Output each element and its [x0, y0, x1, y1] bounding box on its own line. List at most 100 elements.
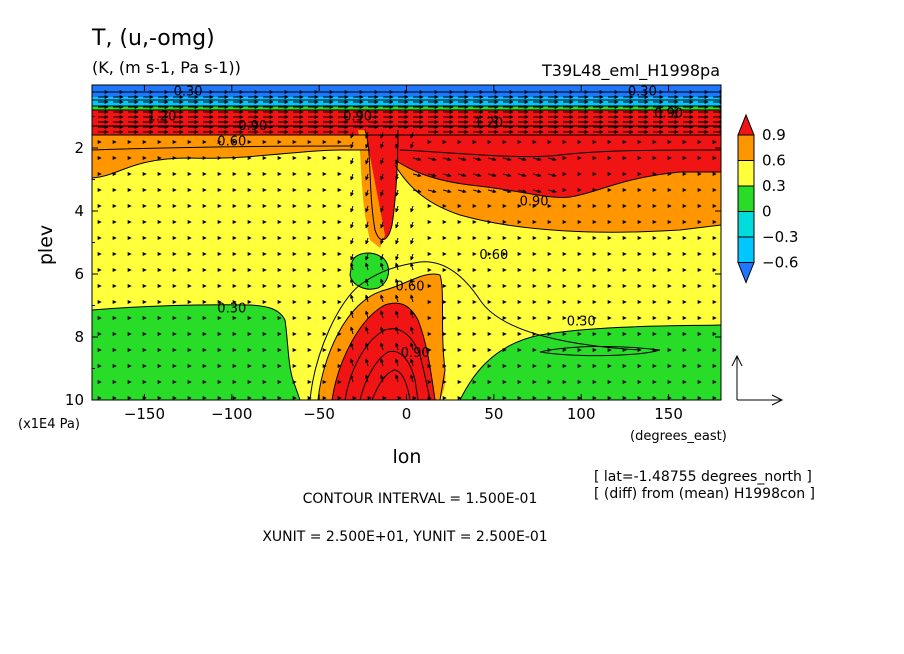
- vector-arrow: [365, 221, 369, 229]
- y-tick-label: 8: [74, 328, 84, 346]
- vector-arrow: [394, 262, 399, 271]
- contour-line: [92, 304, 301, 400]
- vector-arrow: [487, 157, 497, 162]
- vector-arrow: [409, 262, 414, 271]
- vector-arrow: [442, 157, 452, 162]
- vector-arrow: [350, 173, 354, 181]
- colorbar-label: −0.3: [762, 228, 798, 246]
- vector-arrow: [349, 374, 354, 383]
- vector-arrow: [380, 131, 384, 139]
- contour-line: [459, 324, 721, 400]
- colorbar-label: 0.9: [762, 126, 786, 144]
- vector-arrow: [364, 294, 369, 303]
- vector-arrow: [427, 189, 437, 194]
- vector-arrow: [364, 310, 369, 319]
- vector-arrow: [380, 189, 384, 197]
- reference-vector-vertical-head: [731, 354, 743, 367]
- vector-arrow: [380, 173, 384, 181]
- contour-line: [92, 145, 351, 151]
- colorbar: 0.9 0.6 0.3 0 −0.3 −0.6: [737, 113, 798, 284]
- vector-arrow: [517, 157, 527, 162]
- vector-arrow: [409, 374, 414, 383]
- vector-arrow: [457, 173, 467, 178]
- vector-arrow: [487, 173, 497, 178]
- contour-line: [539, 345, 661, 357]
- vector-arrow: [412, 173, 422, 178]
- vector-arrow: [365, 237, 369, 245]
- colorbar-segment: [737, 262, 755, 284]
- vector-arrow: [365, 253, 369, 261]
- contour-label: 0.30: [217, 302, 246, 317]
- contour-label: 0.90: [343, 110, 372, 125]
- vector-arrow: [487, 189, 497, 194]
- reference-vector: [731, 354, 784, 406]
- chart-title: T, (u,-omg): [91, 26, 215, 51]
- contour-label: 1.20: [474, 116, 503, 131]
- vector-arrow: [350, 253, 354, 261]
- fill-green-lower-left: [92, 304, 300, 400]
- vector-arrow: [380, 221, 384, 229]
- vector-arrow: [472, 189, 482, 194]
- vector-arrow: [394, 374, 399, 383]
- vector-arrow: [379, 358, 384, 367]
- vector-arrow: [365, 173, 369, 181]
- vector-arrow: [350, 221, 354, 229]
- x-tick-label: −50: [303, 405, 335, 423]
- vector-arrow: [350, 141, 354, 149]
- vector-arrow: [350, 131, 354, 139]
- y-axis-label: plev: [35, 225, 57, 265]
- vector-arrow: [395, 237, 399, 245]
- vector-arrow: [349, 310, 354, 319]
- vector-arrow: [364, 326, 369, 335]
- contour-label: 0.90: [654, 106, 683, 121]
- vector-arrow: [547, 157, 557, 162]
- vector-arrow: [365, 205, 369, 213]
- x-tick-label: 0: [402, 405, 412, 423]
- contour-label: 0.90: [520, 195, 549, 210]
- vector-arrow: [365, 141, 369, 149]
- x-axis-units: (degrees_east): [630, 429, 727, 444]
- fill-red-lower-plume: [332, 303, 435, 400]
- vector-arrow: [349, 326, 354, 335]
- vector-arrow: [409, 294, 414, 303]
- contour-interval: CONTOUR INTERVAL = 1.500E-01: [303, 491, 538, 507]
- vector-arrow: [410, 141, 414, 149]
- vector-arrow: [472, 157, 482, 162]
- vector-arrow: [395, 131, 399, 139]
- colorbar-segment: [737, 113, 755, 136]
- vector-arrow: [395, 157, 399, 165]
- contour-line: [394, 159, 721, 199]
- vector-arrow: [349, 278, 354, 287]
- colorbar-label: 0.3: [762, 177, 786, 195]
- vector-arrow: [547, 173, 557, 178]
- vector-arrow: [380, 237, 384, 245]
- vector-arrow: [364, 342, 369, 351]
- contour-label: 1.20: [147, 110, 176, 125]
- y-axis-units: (x1E4 Pa): [18, 417, 80, 432]
- vector-arrow: [409, 326, 414, 335]
- contour-line: [331, 302, 436, 400]
- x-tick-label: 150: [654, 405, 683, 423]
- colorbar-segment: [737, 236, 755, 263]
- vector-arrow: [379, 294, 384, 303]
- vector-arrow: [350, 205, 354, 213]
- vector-arrow: [547, 189, 557, 194]
- vector-arrow: [395, 205, 399, 213]
- vector-arrow: [395, 221, 399, 229]
- vector-arrow: [394, 310, 399, 319]
- vector-arrow: [349, 358, 354, 367]
- colorbar-label: 0: [762, 203, 772, 221]
- vector-arrow: [410, 221, 414, 229]
- vector-arrow: [364, 262, 369, 271]
- vector-arrow: [394, 278, 399, 287]
- vector-arrow: [532, 173, 542, 178]
- x-tick-label: 50: [484, 405, 503, 423]
- vector-arrow: [364, 278, 369, 287]
- vector-arrow: [410, 205, 414, 213]
- contour-fills: [92, 85, 721, 400]
- x-tick-label: 100: [567, 405, 596, 423]
- colorbar-segment: [737, 160, 755, 187]
- vector-arrow: [517, 189, 527, 194]
- colorbar-label: −0.6: [762, 254, 798, 272]
